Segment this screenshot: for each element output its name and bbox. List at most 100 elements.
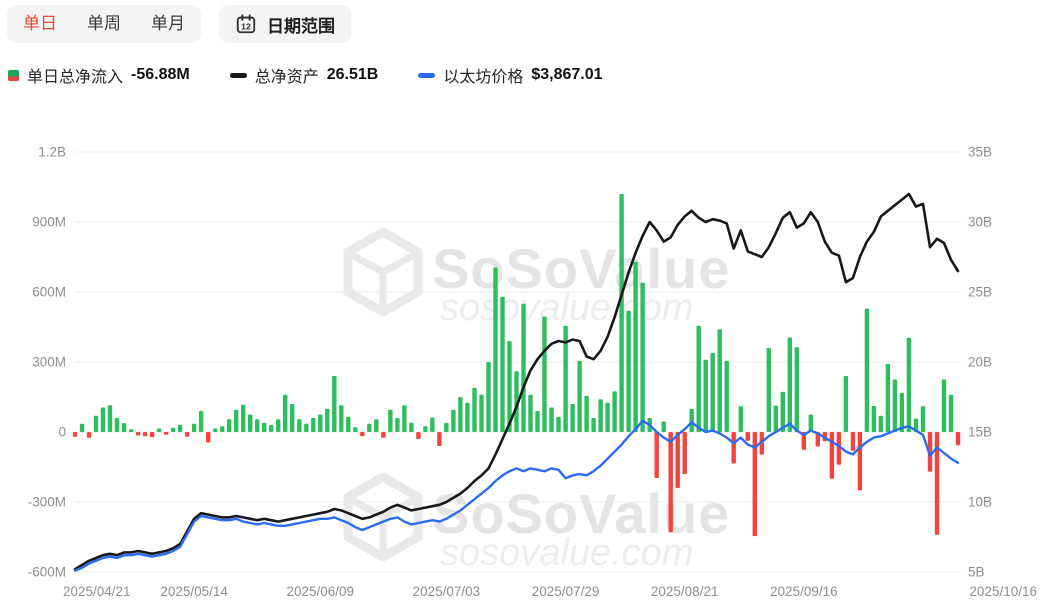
inflow-bar: [121, 423, 127, 432]
watermark-brand: SoSoValue: [432, 237, 730, 300]
svg-text:2025/04/21: 2025/04/21: [63, 584, 131, 599]
inflow-bar: [472, 387, 477, 432]
inflow-bar: [346, 416, 351, 432]
inflow-bar: [79, 423, 85, 432]
svg-text:2025/08/21: 2025/08/21: [651, 584, 719, 599]
inflow-bar: [367, 423, 372, 432]
inflow-bar: [107, 405, 113, 432]
inflow-bar: [269, 425, 274, 432]
inflow-bar: [528, 394, 533, 432]
tab-daily[interactable]: 单日: [23, 5, 57, 43]
inflow-bar: [696, 325, 701, 432]
inflow-bar: [661, 421, 666, 432]
inflow-bar: [156, 428, 162, 432]
legend-item-net-assets[interactable]: 总净资产 26.51B: [229, 63, 378, 87]
inflow-bar: [850, 432, 856, 451]
inflow-bar: [780, 391, 785, 432]
inflow-bar: [892, 379, 898, 432]
legend-item-eth-price[interactable]: 以太坊价格 $3,867.01: [418, 63, 603, 87]
inflow-bar: [731, 432, 736, 464]
inflow-bar: [801, 432, 806, 450]
toolbar: 单日 单周 单月 12 日期范围: [7, 5, 351, 43]
svg-text:-600M: -600M: [28, 565, 66, 580]
svg-text:30B: 30B: [968, 215, 992, 230]
inflow-bar: [311, 418, 316, 432]
svg-text:2025/09/16: 2025/09/16: [770, 584, 838, 599]
inflow-bar: [927, 432, 933, 472]
inflow-bar: [220, 426, 225, 432]
inflow-bar: [885, 363, 891, 432]
inflow-bar: [479, 394, 484, 432]
tab-monthly[interactable]: 单月: [151, 5, 185, 43]
svg-text:2025/10/16: 2025/10/16: [969, 584, 1037, 599]
legend-label: 总净资产: [254, 69, 319, 86]
inflow-bar: [815, 432, 820, 447]
svg-text:0: 0: [58, 425, 66, 440]
inflow-bar: [521, 303, 526, 432]
inflow-bar: [170, 427, 176, 432]
date-range-label: 日期范围: [267, 16, 335, 36]
net-assets-line: [73, 192, 960, 571]
inflow-bar: [717, 329, 722, 432]
inflow-bar: [612, 391, 617, 432]
inflow-bar: [899, 393, 905, 432]
svg-text:900M: 900M: [32, 215, 66, 230]
inflow-bar: [353, 427, 358, 432]
svg-text:600M: 600M: [32, 285, 66, 300]
inflow-bar: [332, 376, 337, 432]
inflow-bar: [941, 379, 947, 432]
inflow-bar: [766, 348, 771, 432]
calendar-icon: 12: [236, 14, 256, 34]
inflow-bar: [808, 414, 813, 432]
inflow-bar: [689, 408, 694, 432]
inflow-bar: [374, 419, 379, 432]
svg-text:10B: 10B: [968, 495, 992, 510]
inflow-bar: [920, 406, 926, 432]
inflow-bar: [430, 417, 435, 432]
svg-text:5B: 5B: [968, 565, 985, 580]
inflow-bar: [416, 432, 421, 439]
inflow-bar: [234, 409, 239, 432]
watermark-cube-logo: [343, 227, 423, 317]
inflow-bar: [114, 418, 120, 432]
watermark-cube-logo: [343, 472, 423, 562]
legend-item-net-inflow[interactable]: 单日总净流入 -56.88M: [8, 63, 190, 87]
inflow-bars[interactable]: [72, 194, 961, 537]
inflow-bar: [177, 425, 183, 432]
svg-text:2025/06/09: 2025/06/09: [286, 584, 354, 599]
inflow-bar: [290, 404, 295, 432]
inflow-bar: [640, 282, 645, 432]
legend-value: -56.88M: [131, 66, 190, 83]
inflow-bar: [493, 267, 498, 432]
calendar-icon-day: 12: [241, 22, 251, 32]
inflow-bar: [135, 432, 141, 436]
inflow-bar: [423, 426, 428, 432]
inflow-bar: [626, 310, 631, 432]
inflow-bar: [395, 418, 400, 432]
inflow-bar: [318, 414, 323, 432]
svg-text:300M: 300M: [32, 355, 66, 370]
inflow-bar: [500, 296, 505, 432]
inflow-bar: [836, 432, 842, 465]
date-range-button[interactable]: 12 日期范围: [219, 5, 351, 43]
inflow-bar: [598, 399, 603, 432]
inflow-bar: [948, 394, 954, 432]
inflow-bar: [93, 415, 99, 432]
inflow-bar: [163, 432, 169, 435]
inflow-bar: [507, 341, 512, 432]
inflow-bar-legend-marker: [8, 69, 19, 81]
legend-label: 单日总净流入: [27, 69, 124, 86]
svg-text:-300M: -300M: [28, 495, 66, 510]
etf-flow-combo-chart[interactable]: SoSoValuesosovalue.comSoSoValuesosovalue…: [0, 95, 1040, 613]
inflow-bar: [535, 411, 540, 432]
inflow-bar: [955, 432, 961, 446]
inflow-bar: [871, 405, 877, 432]
inflow-bar: [339, 405, 344, 432]
inflow-bar: [304, 423, 309, 432]
inflow-bar: [724, 360, 729, 432]
svg-text:2025/05/14: 2025/05/14: [160, 584, 228, 599]
tab-weekly[interactable]: 单周: [87, 5, 121, 43]
inflow-bar: [191, 423, 197, 432]
price-line-legend-marker: [418, 72, 436, 78]
gridlines: [75, 151, 962, 573]
